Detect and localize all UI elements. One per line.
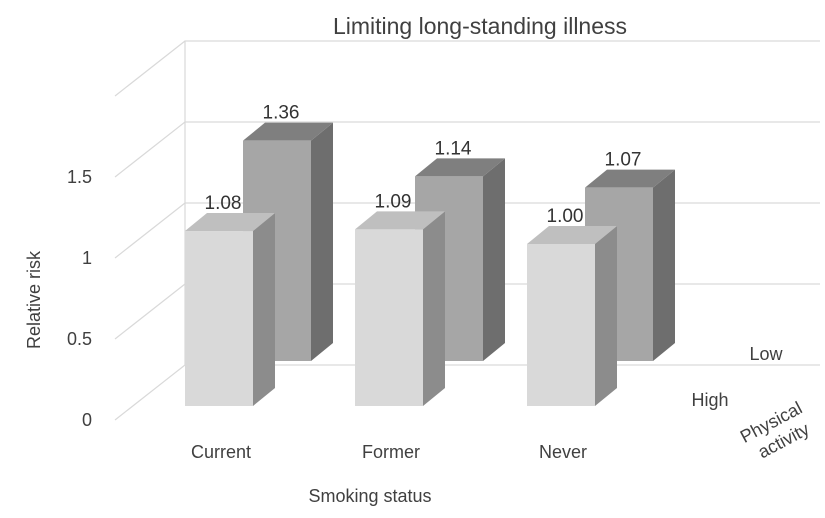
gridline	[114, 40, 820, 97]
bar-top	[415, 158, 505, 177]
bar-side	[595, 226, 617, 406]
data-label: 1.14	[435, 138, 472, 159]
data-label: 1.09	[375, 191, 412, 212]
series-label: High	[691, 390, 728, 410]
bar	[355, 229, 423, 406]
bar-top	[585, 169, 675, 188]
bar	[185, 231, 253, 406]
x-axis-title: Smoking status	[308, 486, 431, 506]
y-tick-label: 0	[82, 410, 92, 430]
data-label: 1.36	[263, 103, 300, 124]
z-axis-title: Physical activity	[737, 395, 820, 466]
bar-top	[243, 122, 333, 141]
x-tick-label: Current	[191, 442, 251, 462]
series-label: Low	[749, 344, 783, 364]
bar-top	[527, 226, 617, 244]
y-axis-title: Relative risk	[24, 250, 44, 349]
y-tick-label: 0.5	[67, 329, 92, 349]
y-tick-label: 1.5	[67, 167, 92, 187]
data-label: 1.00	[547, 206, 584, 227]
y-tick-label: 1	[82, 248, 92, 268]
bar-side	[253, 213, 275, 406]
bar	[527, 244, 595, 406]
x-tick-label: Never	[539, 442, 587, 462]
bar-top	[355, 211, 445, 230]
chart-title: Limiting long-standing illness	[333, 13, 627, 39]
bar-top	[185, 213, 275, 232]
bar-side	[483, 158, 505, 361]
labels: 0 0.5 1 1.5 Current Former Never High Low 1.36 1.1…	[67, 103, 784, 462]
bar-side	[653, 169, 675, 361]
bar-side	[423, 211, 445, 406]
bars	[185, 122, 675, 406]
data-label: 1.08	[205, 193, 242, 214]
data-label: 1.07	[605, 150, 642, 171]
bar-side	[311, 122, 333, 362]
x-tick-label: Former	[362, 442, 420, 462]
